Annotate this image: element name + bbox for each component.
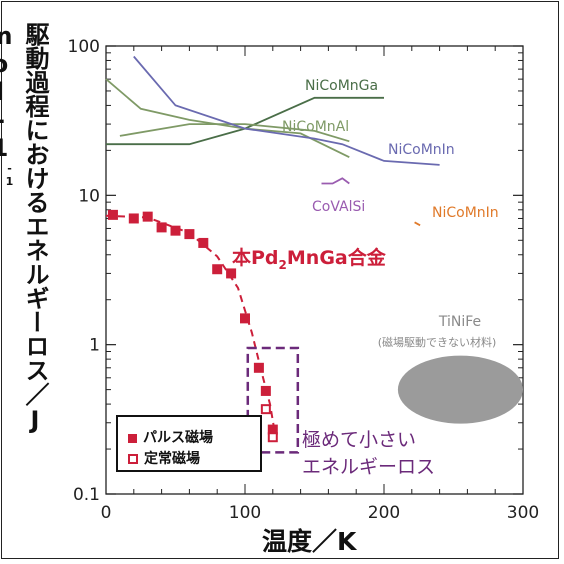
label-tinife: TiNiFe	[438, 314, 481, 330]
y-axis-label-text: 駆動過程におけるエネルギーロス／J mol-1	[0, 22, 49, 434]
pulse-data-point	[184, 229, 195, 240]
y-tick-label: 1	[89, 336, 100, 356]
x-tick-label: 200	[368, 503, 400, 523]
legend-marker-filled	[128, 433, 137, 443]
pulse-data-point	[198, 237, 209, 248]
label-small-loss-line2: エネルギーロス	[302, 456, 435, 478]
pulse-data-point	[240, 313, 250, 324]
y-axis-label-exponent: -1	[3, 162, 16, 188]
plot-area	[105, 45, 524, 495]
series-line-nicomnin	[133, 55, 440, 166]
pulse-data-point	[260, 385, 271, 396]
label-tinife-note: (磁場駆動できない材料)	[378, 335, 497, 349]
series-line-nicomnal	[119, 123, 350, 143]
tinife-region	[397, 355, 523, 424]
x-tick-label: 100	[229, 503, 261, 523]
figure-frame	[1, 1, 559, 559]
pulse-data-point	[156, 222, 167, 233]
y-tick-label: 10	[78, 186, 100, 206]
pulse-data-point	[107, 209, 118, 220]
x-tick-label: 300	[507, 503, 539, 523]
legend-item-pulse: パルス磁場	[128, 427, 213, 447]
highlight-box	[246, 346, 300, 454]
pulse-data-point	[142, 211, 153, 222]
series-line-nicomnin	[414, 221, 421, 227]
static-data-point	[267, 432, 278, 443]
legend: パルス磁場 定常磁場	[116, 415, 262, 472]
pulse-data-point	[170, 225, 181, 236]
y-tick-label: 100	[68, 37, 100, 57]
x-tick-label: 0	[101, 503, 112, 523]
label-nicomnin-orange: NiCoMnIn	[432, 205, 499, 221]
label-covalsi: CoVAlSi	[312, 199, 365, 215]
label-pd2mnga-alloy: 本Pd2MnGa合金	[232, 246, 387, 272]
y-axis-label: 駆動過程におけるエネルギーロス／J mol-1-1	[0, 22, 49, 564]
x-axis-label: 温度／K	[262, 527, 357, 556]
label-nicomnal: NiCoMnAl	[282, 119, 349, 135]
series-line-covalsi	[321, 177, 350, 185]
legend-label-static: 定常磁場	[144, 451, 200, 467]
pulse-data-point	[253, 362, 264, 373]
pulse-data-point	[212, 264, 223, 275]
static-data-point	[260, 404, 271, 415]
legend-item-static: 定常磁場	[128, 448, 200, 468]
pulse-data-point	[128, 213, 139, 224]
label-nicomnga: NiCoMnGa	[305, 78, 378, 94]
pulse-data-point	[267, 424, 278, 435]
label-nicomnin-blue: NiCoMnIn	[388, 142, 455, 158]
pulse-data-point	[226, 268, 237, 279]
legend-marker-open	[128, 454, 138, 464]
label-small-loss-line1: 極めて小さい	[302, 429, 416, 451]
y-tick-label: 0.1	[73, 485, 100, 505]
legend-label-pulse: パルス磁場	[143, 430, 213, 446]
